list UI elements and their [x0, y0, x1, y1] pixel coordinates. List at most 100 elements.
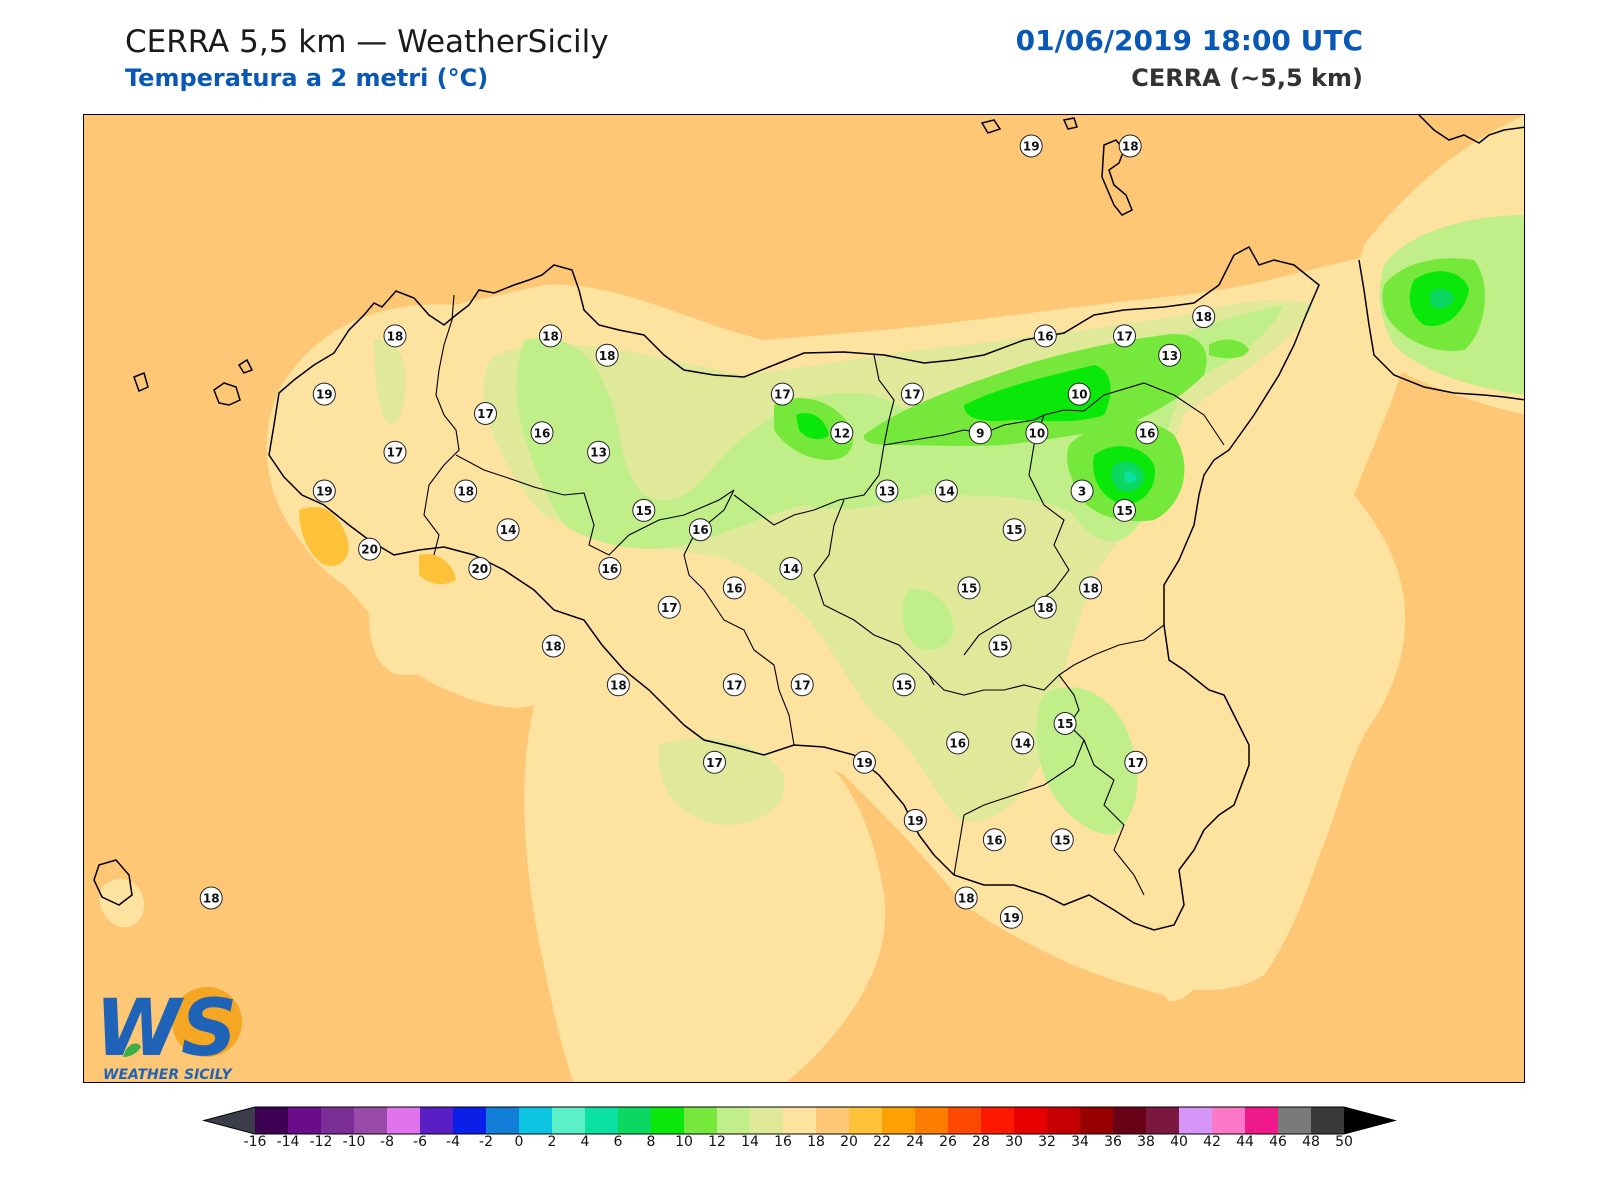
station-value: 18 — [387, 329, 404, 343]
station-label: 19 — [852, 750, 876, 774]
station-value: 18 — [545, 640, 562, 654]
station-marker — [1033, 595, 1057, 619]
colorbar-segment — [1179, 1107, 1212, 1134]
marettimo-island — [133, 371, 149, 393]
station-label: 16 — [598, 557, 622, 580]
station-marker — [1019, 134, 1043, 158]
station-value: 17 — [726, 678, 743, 692]
station-label: 12 — [830, 421, 854, 445]
colorbar-segment — [849, 1107, 882, 1134]
colorbar-tick-label: 24 — [906, 1134, 924, 1147]
colorbar-tick-label: -16 — [244, 1134, 267, 1147]
favignana-island — [213, 382, 241, 406]
station-label: 15 — [892, 673, 916, 697]
station-marker — [1070, 479, 1094, 503]
station-value: 15 — [1057, 717, 1074, 731]
station-marker — [875, 479, 899, 503]
station-value: 18 — [958, 892, 975, 906]
colorbar-tick-label: -6 — [413, 1134, 427, 1147]
colorbar-segment — [948, 1107, 981, 1134]
station-value: 17 — [477, 407, 494, 421]
station-label: 19 — [312, 382, 336, 406]
colorbar-segment — [288, 1107, 321, 1134]
station-label: 18 — [383, 324, 407, 348]
field-cream-offshore — [368, 601, 504, 675]
map-title: CERRA 5,5 km — WeatherSicily — [125, 24, 609, 60]
colorbar-segment — [486, 1107, 519, 1134]
station-label: 17 — [770, 382, 794, 406]
station-marker — [1050, 828, 1074, 852]
station-marker — [770, 382, 794, 406]
station-marker — [1113, 498, 1136, 522]
field-pale-west — [374, 339, 406, 425]
station-value: 16 — [602, 562, 619, 576]
colorbar-tick-label: 38 — [1137, 1134, 1155, 1147]
station-value: 17 — [794, 678, 811, 692]
station-value: 19 — [907, 814, 924, 828]
station-marker — [830, 421, 854, 445]
colorbar-tick-label: 44 — [1236, 1134, 1254, 1147]
colorbar-segment — [783, 1107, 816, 1134]
station-label: 14 — [934, 479, 958, 503]
colorbar-tick-label: 32 — [1038, 1134, 1056, 1147]
station-value: 16 — [726, 581, 743, 595]
station-marker — [595, 343, 619, 367]
station-label: 18 — [541, 634, 565, 658]
colorbar-segment — [915, 1107, 948, 1134]
station-marker — [1192, 305, 1216, 329]
border-palermo-messina — [733, 354, 895, 526]
station-label: 18 — [595, 343, 619, 367]
colorbar-segment — [387, 1107, 420, 1134]
colorbar-tick-label: 36 — [1104, 1134, 1122, 1147]
station-value: 16 — [949, 736, 966, 750]
colorbar-segment — [1080, 1107, 1113, 1134]
colorbar-segment — [420, 1107, 453, 1134]
station-label: 18 — [1118, 134, 1142, 158]
station-value: 18 — [610, 678, 627, 692]
station-label: 14 — [1011, 731, 1035, 755]
colorbar-tick-label: -4 — [446, 1134, 460, 1147]
colorbar-tick-label: 30 — [1005, 1134, 1023, 1147]
station-value: 17 — [706, 756, 723, 770]
station-label: 9 — [968, 421, 992, 445]
station-label: 13 — [875, 479, 899, 503]
station-marker — [903, 808, 927, 832]
border-enna-catania — [963, 414, 1070, 656]
field-green-east — [1209, 339, 1249, 359]
station-marker — [722, 673, 746, 697]
colorbar-min-arrow — [204, 1107, 255, 1134]
field-gold-sciacca — [419, 554, 456, 585]
station-value: 19 — [1023, 140, 1040, 154]
station-label: 17 — [900, 382, 924, 406]
colorbar-tick-label: 8 — [647, 1134, 656, 1147]
station-marker — [1124, 750, 1148, 774]
station-value: 18 — [1037, 601, 1054, 615]
station-value: 10 — [1071, 388, 1088, 402]
map-canvas: 19 18 18 18 18 19 17 16 17 13 17 12 17 9 10 10 16 17 13 18 1… — [84, 115, 1524, 1082]
station-value: 20 — [471, 562, 488, 576]
station-marker — [892, 673, 916, 697]
station-label: 16 — [982, 828, 1006, 852]
station-marker — [632, 498, 656, 522]
colorbar-segment — [585, 1107, 618, 1134]
station-value: 19 — [1003, 911, 1020, 925]
field-gold-marsala — [299, 506, 349, 566]
station-marker — [779, 557, 803, 580]
colorbar-tick-label: 46 — [1269, 1134, 1287, 1147]
station-value: 16 — [1139, 426, 1156, 440]
station-value: 17 — [1127, 756, 1144, 770]
colorbar-segment — [750, 1107, 783, 1134]
station-marker — [598, 557, 622, 580]
station-label: 16 — [1033, 324, 1057, 348]
station-marker — [946, 731, 970, 755]
station-marker — [530, 421, 554, 445]
colorbar-tick-label: 20 — [840, 1134, 858, 1147]
station-label: 15 — [988, 634, 1012, 658]
levanzo-island — [237, 358, 254, 374]
colorbar-tick-label: 10 — [675, 1134, 693, 1147]
station-value: 17 — [1116, 329, 1133, 343]
station-label: 16 — [1135, 421, 1159, 445]
station-marker — [1079, 576, 1103, 600]
station-value: 14 — [783, 562, 800, 576]
station-marker — [383, 440, 407, 464]
